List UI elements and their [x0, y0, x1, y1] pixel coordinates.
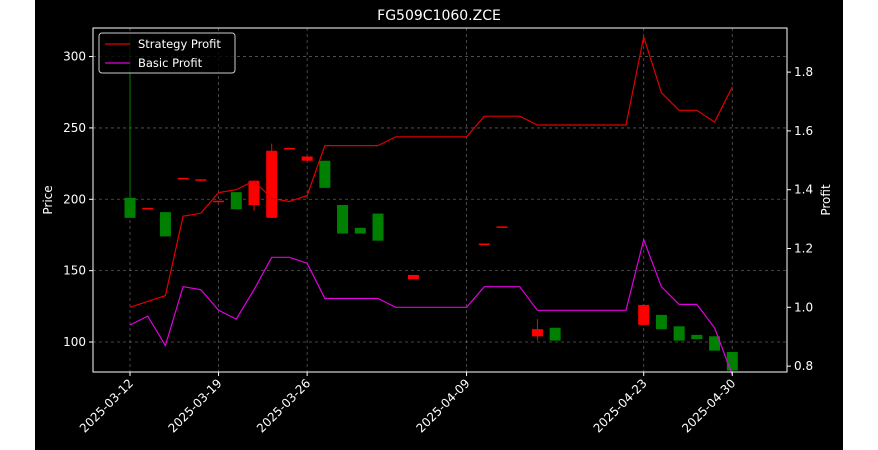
- candle-body: [478, 243, 490, 246]
- strategy-profit-line: [129, 36, 733, 308]
- candle-body: [655, 314, 667, 330]
- legend-box: [98, 32, 236, 74]
- candle-body: [531, 329, 543, 337]
- x-tick-label: 2025-04-23: [591, 376, 650, 435]
- candle-body: [354, 227, 366, 234]
- right-tick-label: 1.8: [794, 65, 813, 79]
- candle-body: [407, 274, 419, 280]
- x-tick-label: 2025-04-09: [413, 376, 472, 435]
- chart-title: FG509C1060.ZCE: [377, 8, 501, 24]
- left-axis-ticks: 100 150 200 250 300: [63, 50, 93, 349]
- candle-body: [337, 204, 349, 234]
- x-tick-label: 2025-03-26: [254, 376, 313, 435]
- candle-body: [549, 327, 561, 341]
- candle-body: [159, 212, 171, 237]
- candles: [124, 33, 738, 371]
- candle-body: [691, 334, 703, 340]
- candle-body: [496, 226, 508, 228]
- candle-body: [638, 304, 650, 325]
- candle-body: [726, 352, 738, 371]
- candle-body: [213, 200, 225, 203]
- left-tick-label: 200: [63, 192, 86, 206]
- plot-frame: [92, 27, 788, 373]
- legend-label-strategy: Strategy Profit: [138, 37, 221, 51]
- left-tick-label: 150: [63, 264, 86, 278]
- candle-body: [301, 156, 313, 161]
- right-axis-ticks: 0.8 1.0 1.2 1.4 1.6 1.8: [787, 65, 813, 373]
- right-tick-label: 1.6: [794, 124, 813, 138]
- right-tick-label: 1.0: [794, 300, 813, 314]
- candle-body: [230, 192, 242, 210]
- x-tick-label: 2025-04-30: [679, 376, 738, 435]
- legend-label-basic: Basic Profit: [138, 56, 203, 70]
- profit-lines: [129, 36, 733, 376]
- basic-profit-line: [129, 237, 733, 376]
- left-axis-label: Price: [41, 185, 55, 214]
- right-tick-label: 0.8: [794, 359, 813, 373]
- candle-body: [142, 207, 154, 210]
- x-axis-ticks: 2025-03-12 2025-03-19 2025-03-26 2025-04-09…: [77, 372, 738, 435]
- candle-body: [673, 326, 685, 341]
- candle-body: [124, 197, 136, 218]
- candle-body: [248, 180, 260, 205]
- candle-body: [283, 147, 295, 150]
- right-tick-label: 1.4: [794, 183, 813, 197]
- candle-body: [266, 150, 278, 218]
- candle-body: [319, 160, 331, 188]
- right-tick-label: 1.2: [794, 242, 813, 256]
- candle-body: [177, 177, 189, 180]
- candle-body: [195, 179, 207, 181]
- left-tick-label: 100: [63, 335, 86, 349]
- x-tick-label: 2025-03-12: [77, 376, 136, 435]
- candle-body: [709, 336, 721, 351]
- grid: [93, 28, 787, 372]
- candle-body: [372, 213, 384, 241]
- left-tick-label: 250: [63, 121, 86, 135]
- x-tick-label: 2025-03-19: [165, 376, 224, 435]
- right-axis-label: Profit: [819, 184, 833, 216]
- left-tick-label: 300: [63, 50, 86, 64]
- legend: Strategy Profit Basic Profit: [98, 32, 236, 74]
